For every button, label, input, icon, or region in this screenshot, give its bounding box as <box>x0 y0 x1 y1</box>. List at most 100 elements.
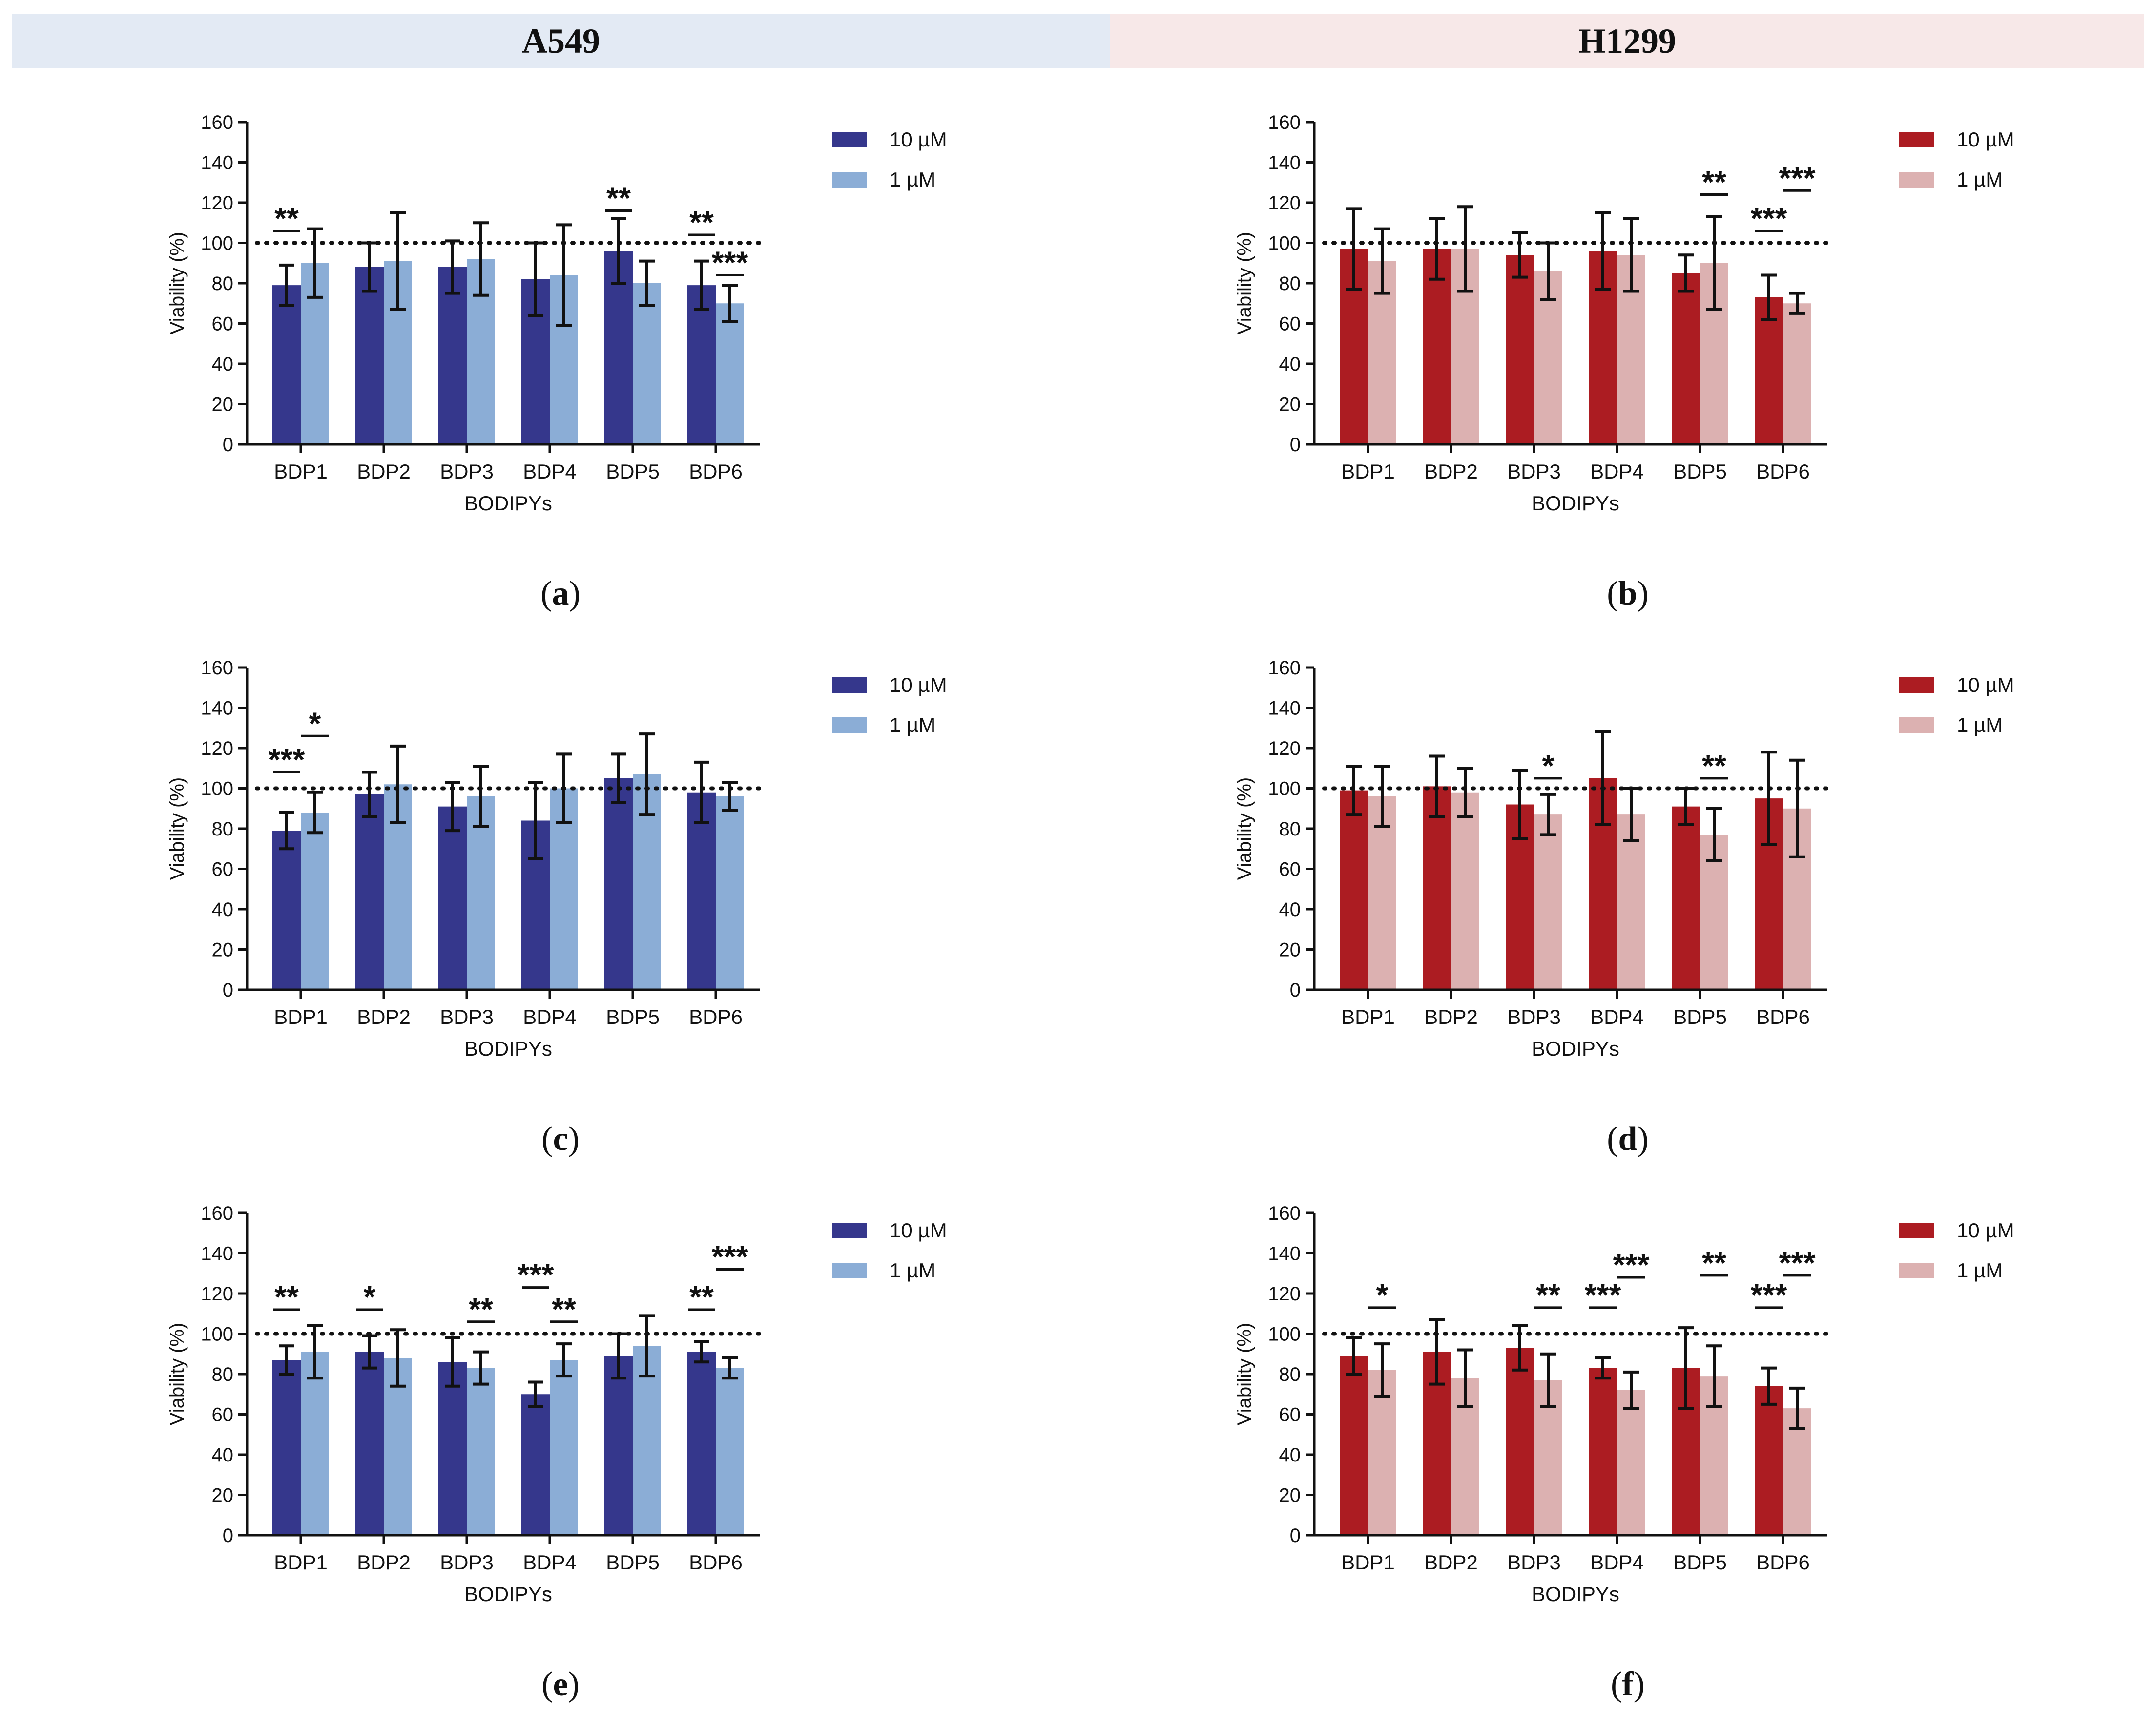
significance-stars: ** <box>689 205 714 240</box>
x-axis-title: BODIPYs <box>1532 492 1619 515</box>
bar-bdp1-series1 <box>1340 790 1368 990</box>
significance-stars: ** <box>689 1279 714 1315</box>
y-tick-label: 160 <box>201 112 233 133</box>
error-bar-bdp3-series1 <box>445 781 460 833</box>
x-tick-label-bdp1: BDP1 <box>1341 1005 1395 1028</box>
error-bar-bdp1-series1 <box>1346 1336 1362 1376</box>
legend-swatch-series1 <box>832 1223 867 1238</box>
legend-swatch-series1 <box>832 677 867 693</box>
x-tick-label-bdp3: BDP3 <box>440 1551 494 1574</box>
error-bar-bdp1-series1 <box>1346 207 1362 291</box>
bar-bdp5-series1 <box>1672 806 1700 990</box>
bar-bdp1-series1 <box>272 1360 301 1535</box>
y-axis-title: Viability (%) <box>1234 777 1255 880</box>
legend-swatch-series2 <box>832 717 867 733</box>
error-bar-bdp2-series2 <box>390 211 406 311</box>
y-tick-label: 80 <box>212 818 234 840</box>
y-axis-title: Viability (%) <box>166 232 188 334</box>
y-tick-label: 20 <box>1279 939 1301 961</box>
legend-label-series1: 10 µM <box>890 1219 947 1242</box>
y-tick-label: 20 <box>212 939 234 961</box>
error-bar-bdp4-series2 <box>556 1342 572 1378</box>
x-tick-label-bdp6: BDP6 <box>689 1551 743 1574</box>
significance-stars: *** <box>712 1239 748 1274</box>
legend-swatch-series1 <box>1899 677 1934 693</box>
significance-stars: *** <box>1613 1247 1650 1282</box>
bar-bdp3-series1 <box>438 1362 467 1535</box>
x-axis-title: BODIPYs <box>464 492 552 515</box>
legend-swatch-series1 <box>1899 1223 1934 1238</box>
y-tick-label: 80 <box>212 273 234 294</box>
bar-bdp6-series2 <box>716 1368 744 1535</box>
bar-bdp3-series1 <box>1506 1348 1534 1535</box>
error-bar-bdp1-series1 <box>1346 765 1362 816</box>
error-bar-bdp3-series2 <box>473 1350 489 1386</box>
error-bar-bdp5-series1 <box>1678 253 1694 293</box>
bar-bdp1-series2 <box>1368 796 1396 990</box>
x-tick-label-bdp1: BDP1 <box>274 460 328 483</box>
legend-swatch-series2 <box>832 172 867 188</box>
header-h1299: H1299 <box>1110 14 2144 68</box>
bar-bdp4-series2 <box>1617 1390 1645 1535</box>
x-tick-label-bdp4: BDP4 <box>1590 1551 1644 1574</box>
y-tick-label: 40 <box>1279 1444 1301 1466</box>
x-tick-label-bdp1: BDP1 <box>1341 460 1395 483</box>
error-bar-bdp4-series1 <box>528 781 543 860</box>
error-bar-bdp6-series2 <box>1789 292 1805 315</box>
error-bar-bdp2-series1 <box>362 1334 377 1370</box>
y-axis-title: Viability (%) <box>166 1323 188 1425</box>
y-tick-label: 100 <box>201 778 233 800</box>
bar-bdp6-series2 <box>1783 303 1811 444</box>
error-bar-bdp2-series2 <box>390 744 406 824</box>
error-bar-bdp6-series2 <box>722 284 738 323</box>
legend-label-series2: 1 µM <box>1957 168 2003 191</box>
bar-bdp6-series2 <box>716 796 744 990</box>
y-tick-label: 100 <box>201 233 233 254</box>
error-bar-bdp6-series1 <box>1761 273 1777 321</box>
legend-label-series2: 1 µM <box>1957 1259 2003 1282</box>
x-tick-label-bdp3: BDP3 <box>440 460 494 483</box>
error-bar-bdp1-series1 <box>279 1344 294 1376</box>
error-bar-bdp5-series1 <box>611 752 626 804</box>
error-bar-bdp6-series2 <box>1789 758 1805 858</box>
legend-swatch-series2 <box>832 1263 867 1278</box>
y-tick-label: 120 <box>1268 738 1301 759</box>
y-tick-label: 100 <box>1268 778 1301 800</box>
chart-panel-b: 0 20 40 60 80 100 120 140 160 BDP1 BDP2 BDP3 BDP4 BDP… <box>1234 112 2014 612</box>
y-tick-label: 140 <box>201 1243 233 1265</box>
significance-stars: *** <box>1751 1277 1787 1313</box>
y-tick-label: 80 <box>1279 273 1301 294</box>
y-tick-label: 80 <box>1279 1364 1301 1385</box>
y-tick-label: 60 <box>212 859 234 880</box>
error-bar-bdp3-series1 <box>445 1336 460 1388</box>
panel-caption-c: (c) <box>541 1120 580 1158</box>
chart-panel-c: 0 20 40 60 80 100 120 140 160 BDP1 BDP2 BDP3 BDP4 BDP… <box>166 657 947 1158</box>
significance-stars: *** <box>1779 160 1816 195</box>
error-bar-bdp1-series2 <box>1374 227 1390 295</box>
y-tick-label: 40 <box>1279 354 1301 375</box>
error-bar-bdp2-series2 <box>1457 1348 1473 1408</box>
significance-stars: *** <box>1751 201 1787 236</box>
bar-bdp6-series2 <box>716 303 744 444</box>
error-bar-bdp1-series2 <box>307 227 323 299</box>
y-tick-label: 60 <box>1279 859 1301 880</box>
error-bar-bdp6-series1 <box>694 760 709 824</box>
bar-bdp1-series1 <box>272 831 301 990</box>
legend-label-series2: 1 µM <box>890 1259 935 1282</box>
legend-label-series2: 1 µM <box>890 168 935 191</box>
y-tick-label: 20 <box>1279 394 1301 416</box>
error-bar-bdp5-series2 <box>1706 807 1722 862</box>
error-bar-bdp5-series2 <box>639 1314 655 1378</box>
x-tick-label-bdp5: BDP5 <box>1673 1551 1727 1574</box>
error-bar-bdp1-series2 <box>307 791 323 835</box>
error-bar-bdp6-series1 <box>1761 751 1777 846</box>
panel-caption-d: (d) <box>1607 1120 1649 1158</box>
y-tick-label: 140 <box>201 152 233 174</box>
bar-bdp1-series1 <box>1340 1356 1368 1535</box>
legend-swatch-series2 <box>1899 1263 1934 1278</box>
y-tick-label: 80 <box>212 1364 234 1385</box>
bar-bdp6-series1 <box>687 285 716 444</box>
y-tick-label: 120 <box>201 192 233 214</box>
significance-stars: ** <box>274 1279 299 1315</box>
